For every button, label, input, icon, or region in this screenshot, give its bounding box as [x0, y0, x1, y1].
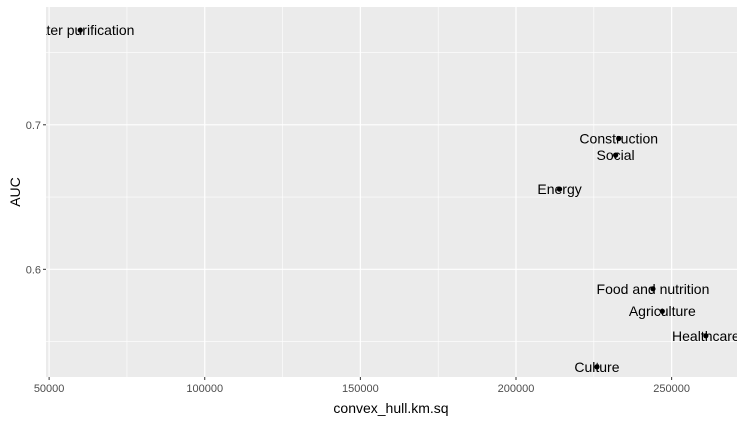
data-point — [594, 364, 600, 370]
data-point — [556, 186, 563, 192]
point-label: Energy — [537, 181, 581, 197]
point-label: Construction — [579, 131, 658, 147]
minor-gridlines — [46, 7, 737, 377]
x-tick-label: 50000 — [34, 383, 65, 395]
point-label: Social — [597, 147, 635, 163]
y-tick-label: 0.7 — [26, 120, 41, 132]
data-point — [703, 333, 709, 339]
y-axis-ticks: 0.6 0.7 — [26, 120, 46, 276]
data-point — [77, 27, 83, 33]
data-point — [659, 308, 665, 314]
data-point — [616, 135, 622, 142]
y-tick-label: 0.6 — [26, 264, 41, 276]
plot-panel — [46, 7, 737, 377]
point-label: Agriculture — [629, 303, 696, 319]
data-point — [650, 286, 656, 292]
major-gridlines — [46, 7, 737, 377]
x-axis-ticks: 50000 100000 150000 200000 250000 — [34, 377, 690, 395]
data-points — [77, 27, 709, 370]
data-point — [613, 152, 619, 158]
point-label: Food and nutrition — [597, 281, 710, 297]
y-axis-title: AUC — [7, 177, 23, 207]
point-label: Healthcare — [672, 328, 740, 344]
x-tick-label: 100000 — [186, 383, 223, 395]
x-tick-label: 200000 — [498, 383, 535, 395]
point-label: Culture — [574, 359, 619, 375]
x-axis-title: convex_hull.km.sq — [333, 400, 448, 416]
x-tick-label: 250000 — [653, 383, 690, 395]
point-label: Water purification — [26, 22, 134, 38]
x-tick-label: 150000 — [342, 383, 379, 395]
